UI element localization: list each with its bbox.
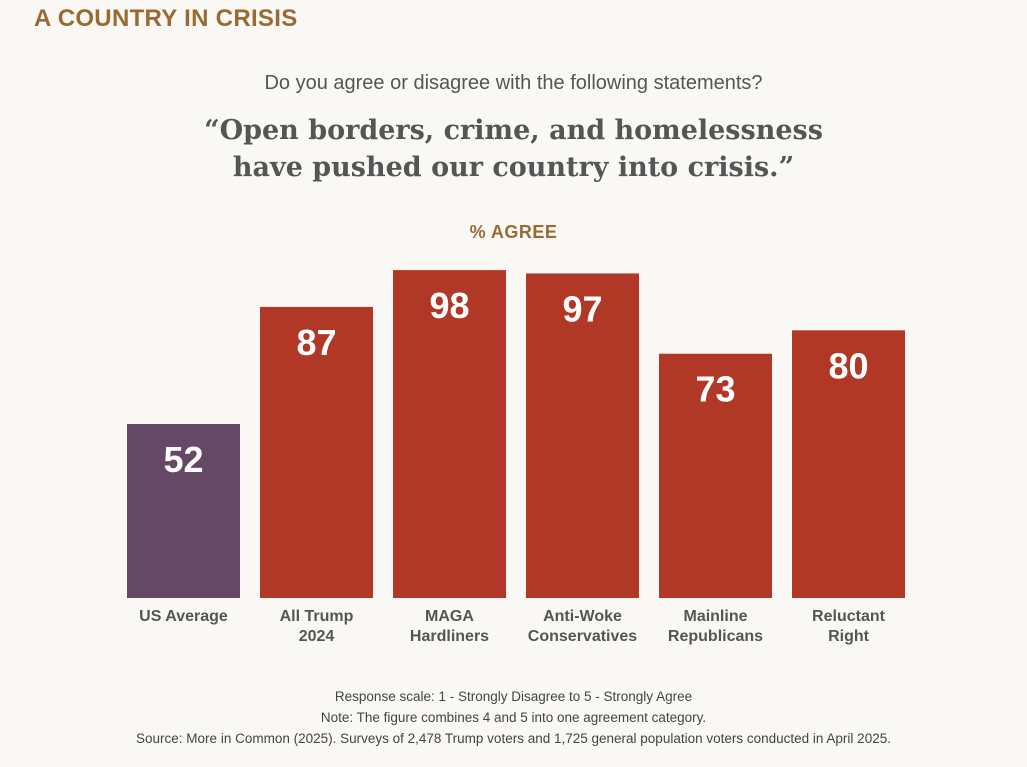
bar	[127, 424, 240, 598]
bar	[393, 270, 506, 598]
data-label: 73	[695, 369, 735, 410]
data-label: 97	[562, 288, 602, 329]
category-label: All Trump	[280, 608, 354, 625]
bar	[792, 330, 905, 598]
category-label: Reluctant	[812, 608, 886, 625]
category-label: Republicans	[668, 628, 763, 645]
category-label: Hardliners	[410, 628, 489, 645]
category-label: Anti-Woke	[543, 608, 622, 625]
category-label: US Average	[139, 608, 228, 625]
data-label: 87	[296, 322, 336, 363]
question: Do you agree or disagree with the follow…	[264, 72, 763, 94]
statement-line-1: “Open borders, crime, and homelessness	[204, 115, 823, 146]
data-label: 98	[429, 285, 469, 326]
bar	[526, 273, 639, 598]
statement-line-2: have pushed our country into crisis.”	[232, 152, 795, 183]
statement: “Open borders, crime, and homelessness h…	[0, 112, 1027, 186]
footer-source: Source: More in Common (2025). Surveys o…	[136, 731, 891, 746]
category-label: Conservatives	[528, 628, 637, 645]
metric-label: % AGREE	[469, 222, 558, 242]
category-label: Right	[828, 628, 870, 645]
category-label: 2024	[299, 628, 335, 645]
bar	[260, 306, 373, 598]
footer-scale: Response scale: 1 - Strongly Disagree to…	[334, 689, 693, 704]
bar	[659, 353, 772, 598]
kicker-title: A COUNTRY IN CRISIS	[34, 5, 298, 32]
bar-chart: 52 US Average 87 All Trump 2024 98 MAGA Hardlin…	[127, 270, 905, 645]
category-label: Mainline	[683, 608, 747, 625]
data-label: 52	[163, 439, 203, 480]
footer: Response scale: 1 - Strongly Disagree to…	[0, 686, 1027, 749]
footer-note: Note: The figure combines 4 and 5 into o…	[320, 710, 707, 725]
category-label: MAGA	[425, 608, 474, 625]
data-label: 80	[828, 345, 868, 386]
